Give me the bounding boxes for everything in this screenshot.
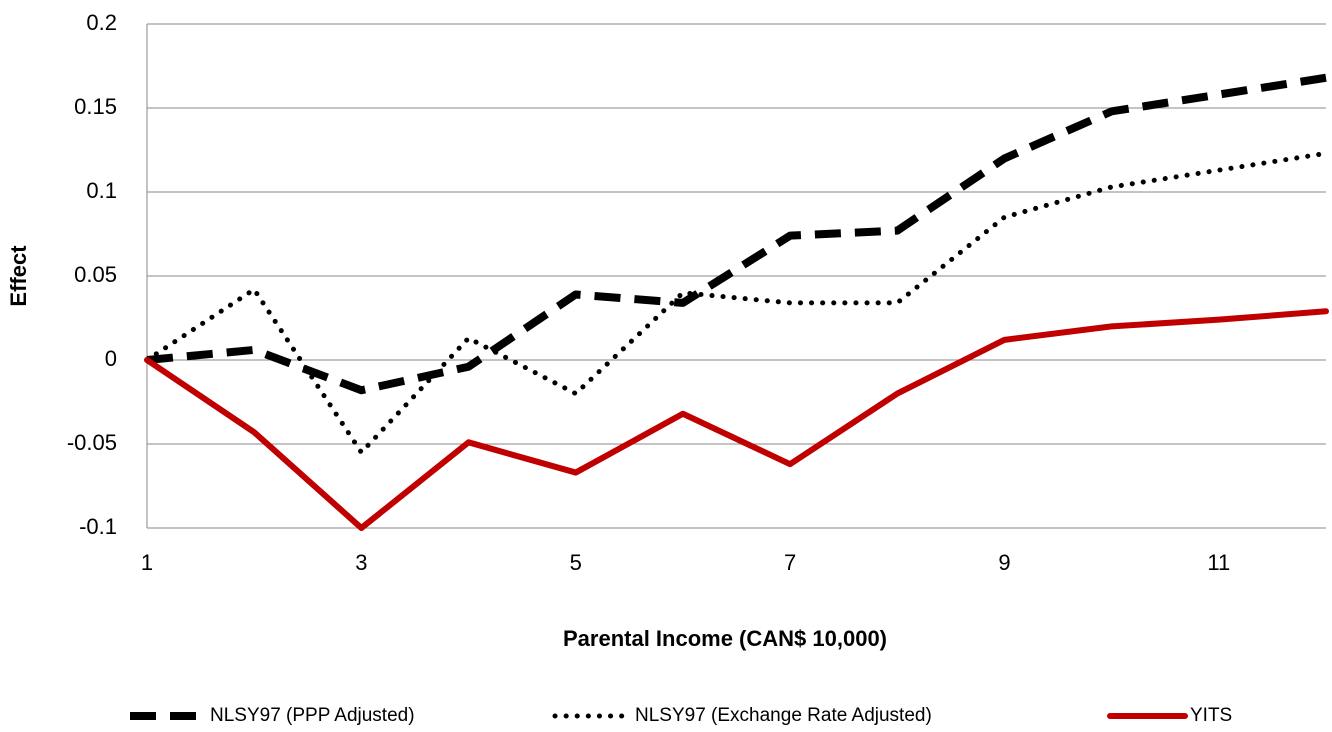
legend-label: YITS [1190, 705, 1232, 726]
y-tick-label: -0.1 [79, 514, 117, 539]
y-tick-label: 0.2 [86, 10, 117, 35]
y-tick-label: 0 [105, 346, 117, 371]
y-tick-label: 0.15 [74, 94, 117, 119]
series-line [144, 150, 1329, 455]
legend: NLSY97 (PPP Adjusted) NLSY97 (Exchange Ra… [130, 705, 1232, 726]
y-tick-label: 0.05 [74, 262, 117, 287]
y-tick-label: -0.05 [67, 430, 117, 455]
series-line [146, 73, 1327, 395]
x-tick-label: 7 [784, 550, 796, 575]
legend-label: NLSY97 (PPP Adjusted) [210, 705, 415, 726]
x-tick-label: 3 [355, 550, 367, 575]
x-tick-label: 11 [1207, 550, 1230, 575]
y-tick-label: 0.1 [86, 178, 117, 203]
y-axis-title: Effect [6, 245, 31, 307]
x-tick-label: 9 [998, 550, 1010, 575]
x-tick-label: 5 [570, 550, 582, 575]
x-tick-label: 1 [141, 550, 153, 575]
x-axis-title: Parental Income (CAN$ 10,000) [563, 626, 887, 651]
legend-label: NLSY97 (Exchange Rate Adjusted) [635, 705, 932, 726]
series-line [144, 308, 1329, 531]
